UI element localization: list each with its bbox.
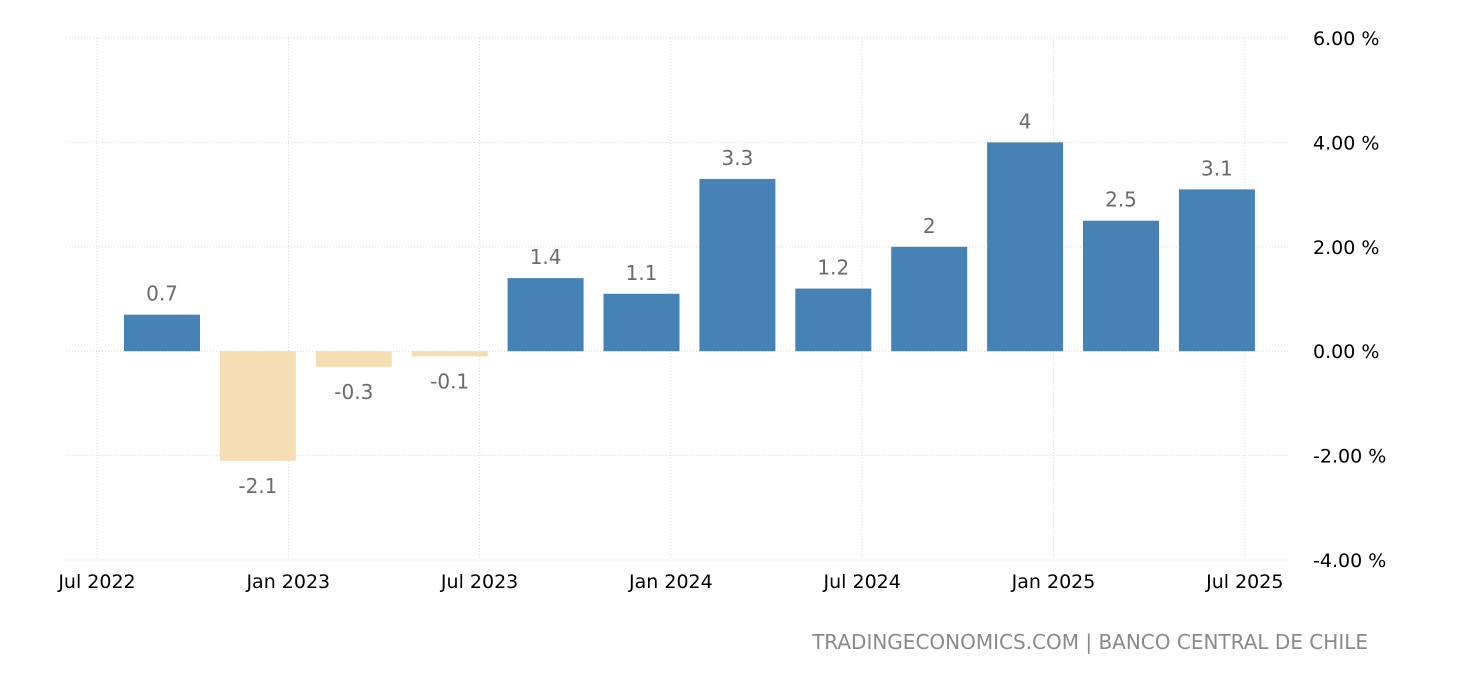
x-axis-ticks: Jul 2022 Jan 2023 Jul 2023 Jan 2024 Jul 2024… [57,571,1283,593]
bar [699,178,776,352]
bar [124,314,200,352]
x-tick-label: Jan 2024 [628,571,713,593]
data-label: -0.3 [334,380,373,404]
source-attribution: TRADINGECONOMICS.COM | BANCO CENTRAL DE … [812,630,1368,654]
data-label: 3.1 [1201,156,1233,180]
data-label: 1.2 [817,256,849,280]
y-tick-label: -4.00 % [1313,550,1386,572]
y-tick-label: -2.00 % [1313,446,1386,468]
x-tick-label: Jul 2022 [57,571,135,593]
bars [124,142,1255,461]
data-label: 2 [923,214,936,238]
bar [315,351,392,367]
bar [507,278,584,352]
bar [1083,220,1159,352]
bar [411,351,488,357]
x-tick-label: Jul 2025 [1205,571,1283,593]
bar [891,246,968,352]
data-label: 4 [1019,109,1032,133]
y-axis-ticks: 6.00 % 4.00 % 2.00 % 0.00 % -2.00 % -4.00 % [1313,28,1386,572]
bar [987,142,1064,352]
y-tick-label: 4.00 % [1313,132,1379,154]
data-label: 2.5 [1105,188,1137,212]
bar [1178,189,1255,352]
y-tick-label: 6.00 % [1313,28,1379,50]
y-tick-label: 0.00 % [1313,341,1379,363]
bar [603,293,680,352]
data-labels: 0.7 -2.1 -0.3 -0.1 1.4 1.1 3.3 1.2 2 4 2.5 3.1 [146,109,1233,497]
data-label: 0.7 [146,282,178,306]
x-tick-label: Jan 2023 [245,571,330,593]
data-label: 3.3 [721,146,753,170]
bar [219,351,296,461]
x-tick-label: Jan 2025 [1011,571,1096,593]
data-label: 1.4 [530,245,562,269]
data-label: -2.1 [238,474,277,498]
x-tick-label: Jul 2023 [440,571,518,593]
x-tick-label: Jul 2024 [823,571,901,593]
bar [795,288,872,352]
data-label: 1.1 [626,261,658,285]
y-tick-label: 2.00 % [1313,237,1379,259]
data-label: -0.1 [430,369,469,393]
